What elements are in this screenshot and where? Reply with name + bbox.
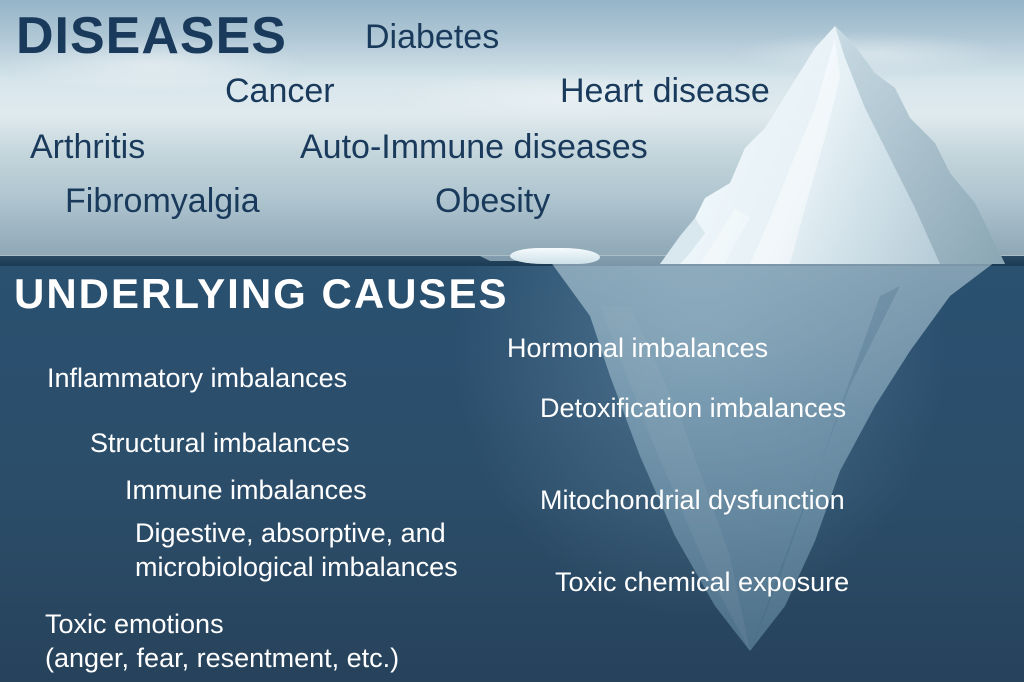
disease-cancer: Cancer xyxy=(225,72,335,111)
disease-diabetes: Diabetes xyxy=(365,18,499,57)
cause-toxic-emo-line2: (anger, fear, resentment, etc.) xyxy=(45,643,399,673)
cause-detox: Detoxification imbalances xyxy=(540,393,846,424)
cause-digestive-line2: microbiological imbalances xyxy=(135,552,458,582)
cause-digestive: Digestive, absorptive, and microbiologic… xyxy=(135,517,495,585)
disease-fibromyalgia: Fibromyalgia xyxy=(65,182,260,221)
cause-inflammatory: Inflammatory imbalances xyxy=(47,363,347,394)
heading-causes: UNDERLYING CAUSES xyxy=(14,270,509,318)
cause-toxic-emotions: Toxic emotions (anger, fear, resentment,… xyxy=(45,608,475,676)
cause-structural: Structural imbalances xyxy=(90,428,350,459)
cause-toxic-chem: Toxic chemical exposure xyxy=(555,567,849,598)
disease-heart: Heart disease xyxy=(560,72,770,111)
cause-toxic-emo-line1: Toxic emotions xyxy=(45,609,224,639)
cause-digestive-line1: Digestive, absorptive, and xyxy=(135,518,446,548)
disease-autoimmune: Auto-Immune diseases xyxy=(300,128,648,167)
ice-chunk-icon xyxy=(510,248,600,264)
heading-diseases: DISEASES xyxy=(16,6,287,66)
disease-arthritis: Arthritis xyxy=(30,128,145,167)
disease-obesity: Obesity xyxy=(435,182,550,221)
infographic-canvas: DISEASES Diabetes Cancer Heart disease A… xyxy=(0,0,1024,682)
cause-mito: Mitochondrial dysfunction xyxy=(540,485,845,516)
cause-immune: Immune imbalances xyxy=(125,475,367,506)
cause-hormonal: Hormonal imbalances xyxy=(507,333,768,364)
